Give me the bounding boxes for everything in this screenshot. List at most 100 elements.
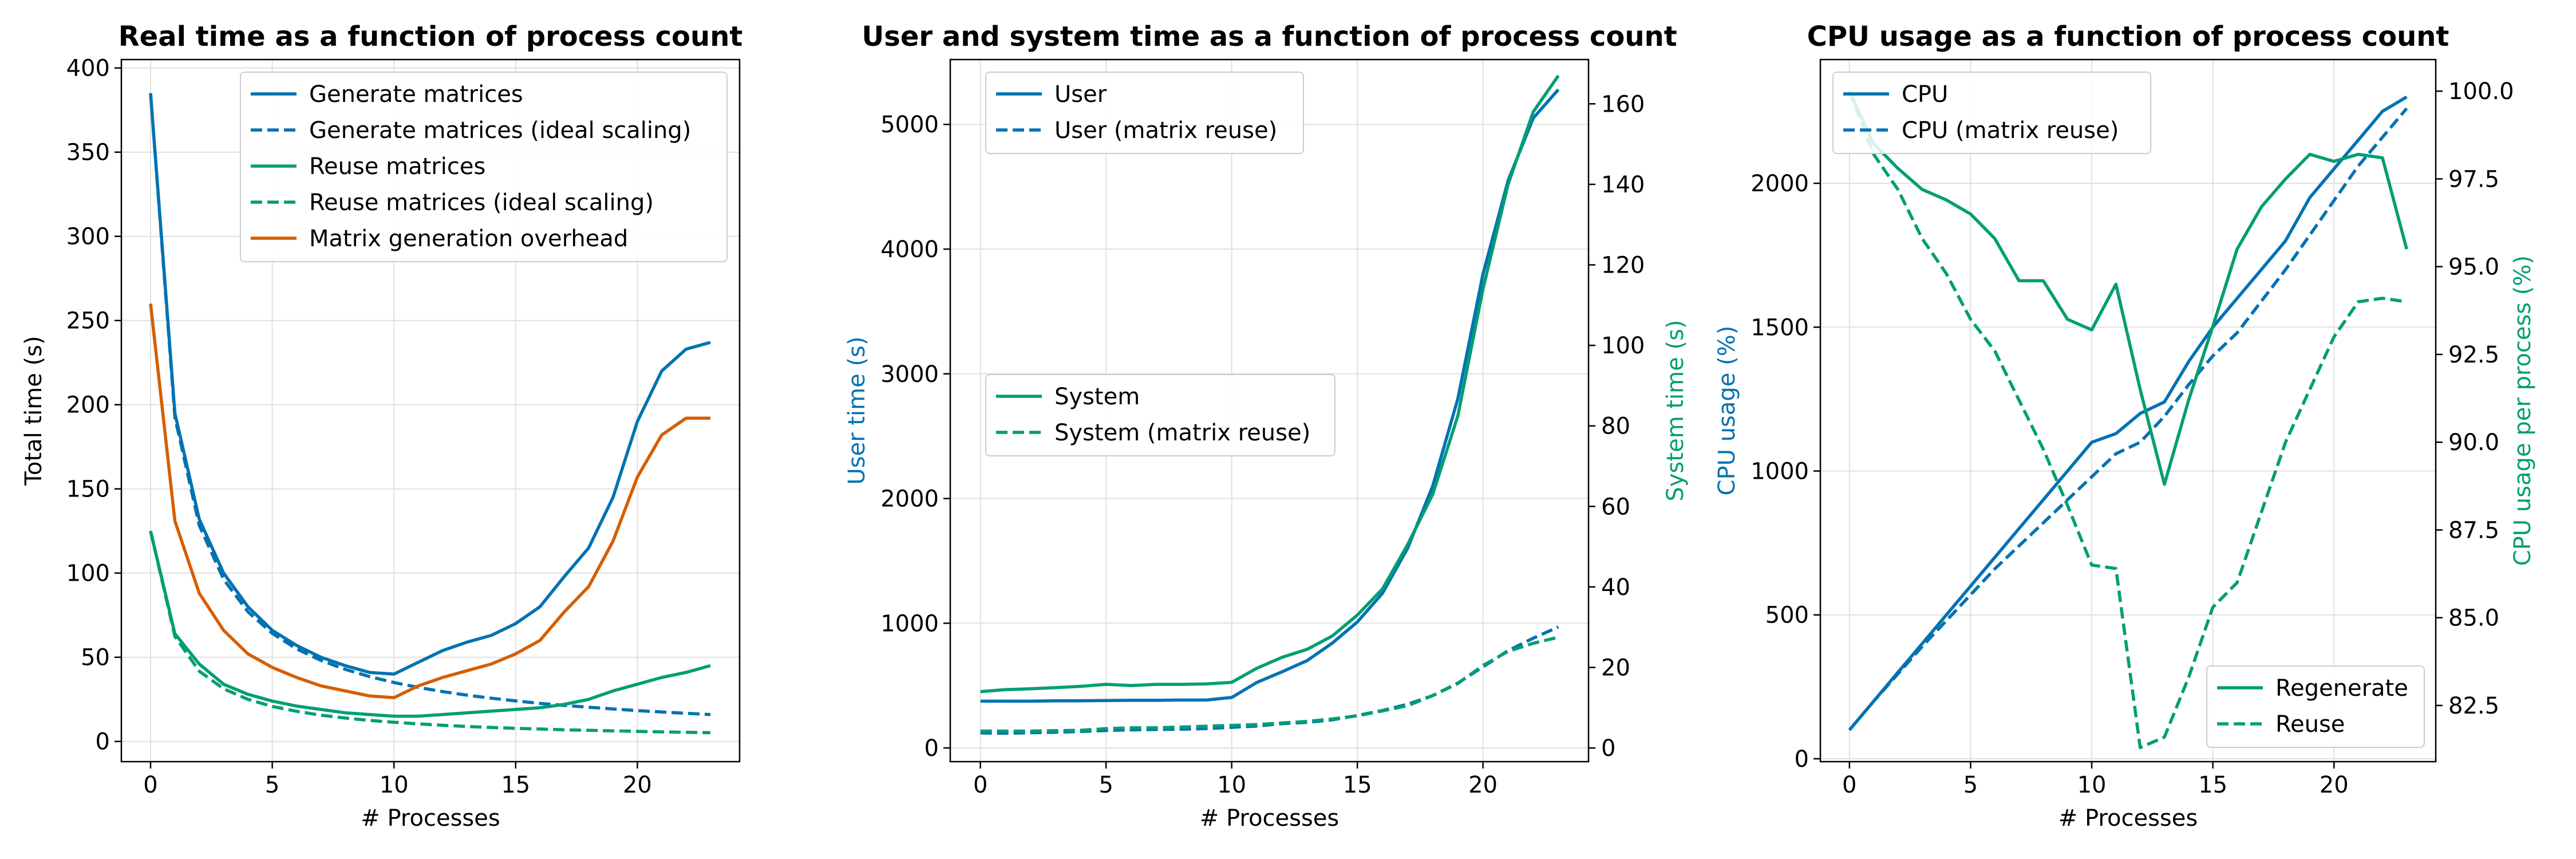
- x-tick-label: 5: [265, 772, 279, 798]
- legend-label: Generate matrices: [309, 81, 523, 108]
- legend: Generate matrices Generate matrices (idea…: [240, 72, 728, 262]
- y-axis-label: User time (s): [844, 336, 870, 484]
- legend: CPU CPU (matrix reuse): [1832, 72, 2151, 154]
- x-tick-label: 20: [1468, 772, 1498, 798]
- legend-label: CPU: [1902, 81, 1948, 108]
- legend: User User (matrix reuse): [985, 72, 1304, 154]
- y-tick-label: 300: [66, 224, 110, 250]
- series-line-reuse: [1848, 90, 2407, 750]
- y-axis-label: CPU usage (%): [1714, 326, 1740, 496]
- y2-tick-label: 60: [1601, 494, 1630, 520]
- x-tick-label: 20: [2320, 772, 2349, 798]
- y2-tick-label: 90.0: [2448, 430, 2499, 456]
- series-line-system: [980, 74, 1560, 693]
- y-tick-label: 350: [66, 140, 110, 166]
- series-line-user: [980, 88, 1560, 703]
- legend-label: Matrix generation overhead: [309, 226, 628, 252]
- y2-tick-label: 100: [1601, 333, 1645, 359]
- y2-axis-label: System time (s): [1662, 320, 1689, 501]
- y2-tick-label: 120: [1601, 253, 1645, 279]
- series-line-user-matrix-reuse: [980, 625, 1559, 735]
- legend-label: Reuse matrices: [309, 153, 485, 180]
- y2-tick-label: 160: [1601, 91, 1645, 117]
- y-tick-label: 500: [1765, 602, 1809, 629]
- x-tick-label: 10: [380, 772, 409, 798]
- y2-tick-label: 20: [1601, 655, 1630, 681]
- series-line-matrix-generation-overhead: [149, 303, 710, 700]
- y-tick-label: 1000: [1751, 459, 1809, 485]
- series-line-cpu-matrix-reuse: [1848, 107, 2408, 731]
- y2-tick-label: 85.0: [2448, 605, 2499, 632]
- y2-tick-label: 95.0: [2448, 254, 2499, 281]
- legend-label: Reuse: [2275, 711, 2345, 738]
- y-tick-label: 5000: [880, 112, 939, 138]
- y-tick-label: 100: [66, 561, 110, 587]
- y-tick-label: 200: [66, 392, 110, 419]
- x-tick-label: 0: [973, 772, 987, 798]
- y-tick-label: 400: [66, 56, 110, 82]
- legend-label: Generate matrices (ideal scaling): [309, 117, 691, 144]
- x-tick-label: 5: [1963, 772, 1978, 798]
- x-axis-label: # Processes: [361, 805, 500, 832]
- y2-tick-label: 0: [1601, 735, 1615, 762]
- y-tick-label: 1000: [880, 610, 939, 637]
- y-tick-label: 50: [81, 645, 110, 671]
- y-tick-label: 2000: [880, 486, 939, 513]
- x-tick-label: 10: [1217, 772, 1246, 798]
- y-axis-label: Total time (s): [21, 336, 47, 486]
- series-line-reuse-matrices: [149, 530, 711, 718]
- series-line-system-matrix-reuse: [980, 636, 1559, 733]
- plot-frame: [1819, 58, 2437, 763]
- y-tick-label: 150: [66, 476, 110, 503]
- legend-label: CPU (matrix reuse): [1902, 117, 2119, 144]
- x-tick-label: 15: [1343, 772, 1372, 798]
- legend-box: [985, 72, 1304, 154]
- y2-tick-label: 92.5: [2448, 342, 2499, 368]
- series-line-generate-matrices: [149, 93, 711, 676]
- x-axis-label: # Processes: [1200, 805, 1339, 832]
- x-tick-label: 20: [623, 772, 652, 798]
- series-line-generate-matrices-ideal-scaling: [149, 93, 711, 716]
- legend: System System (matrix reuse): [985, 374, 1336, 456]
- chart-title: CPU usage as a function of process count: [1807, 21, 2449, 53]
- y-tick-label: 0: [924, 735, 939, 762]
- y-tick-label: 4000: [880, 237, 939, 263]
- y-tick-label: 250: [66, 308, 110, 334]
- legend-label: System: [1054, 384, 1140, 410]
- x-tick-label: 5: [1099, 772, 1113, 798]
- y2-tick-label: 87.5: [2448, 517, 2499, 543]
- cpu-usage-chart: 0 5 10 15 20 0 500 1000 1500 2000 82.5 85.0 87.5 90.0…: [1714, 21, 2536, 832]
- y-tick-label: 3000: [880, 361, 939, 388]
- y-tick-label: 1500: [1751, 314, 1809, 341]
- legend-box: [1832, 72, 2151, 154]
- grid: [1820, 60, 2436, 762]
- x-tick-label: 15: [501, 772, 530, 798]
- y2-axis-label: CPU usage per process (%): [2510, 255, 2536, 566]
- series-line-regenerate: [1848, 90, 2408, 486]
- y2-tick-label: 100.0: [2448, 78, 2514, 105]
- series-line-cpu: [1848, 95, 2408, 731]
- series-line-reuse-matrices-ideal-scaling: [149, 530, 711, 735]
- y-tick-label: 0: [1795, 746, 1809, 773]
- user-system-time-chart: 0 5 10 15 20 0 1000 2000 3000 4000 5000 0 20 40 60 80 10…: [844, 21, 1689, 832]
- legend-box: [985, 374, 1336, 456]
- legend-label: User: [1054, 81, 1107, 108]
- y-tick-label: 2000: [1751, 171, 1809, 197]
- y2-tick-label: 80: [1601, 413, 1630, 440]
- legend-label: Regenerate: [2275, 675, 2408, 702]
- y2-tick-label: 97.5: [2448, 166, 2499, 192]
- legend-label: System (matrix reuse): [1054, 420, 1310, 446]
- y2-tick-label: 140: [1601, 172, 1645, 198]
- legend-box: [240, 72, 728, 262]
- chart-title: Real time as a function of process count: [118, 21, 743, 53]
- y-tick-label: 0: [96, 729, 110, 755]
- y2-tick-label: 40: [1601, 574, 1630, 601]
- x-axis-label: # Processes: [2059, 805, 2198, 832]
- plot-frame: [120, 58, 741, 763]
- x-tick-label: 10: [2077, 772, 2107, 798]
- legend-label: Reuse matrices (ideal scaling): [309, 190, 654, 216]
- x-tick-label: 0: [143, 772, 157, 798]
- legend-label: User (matrix reuse): [1054, 117, 1277, 144]
